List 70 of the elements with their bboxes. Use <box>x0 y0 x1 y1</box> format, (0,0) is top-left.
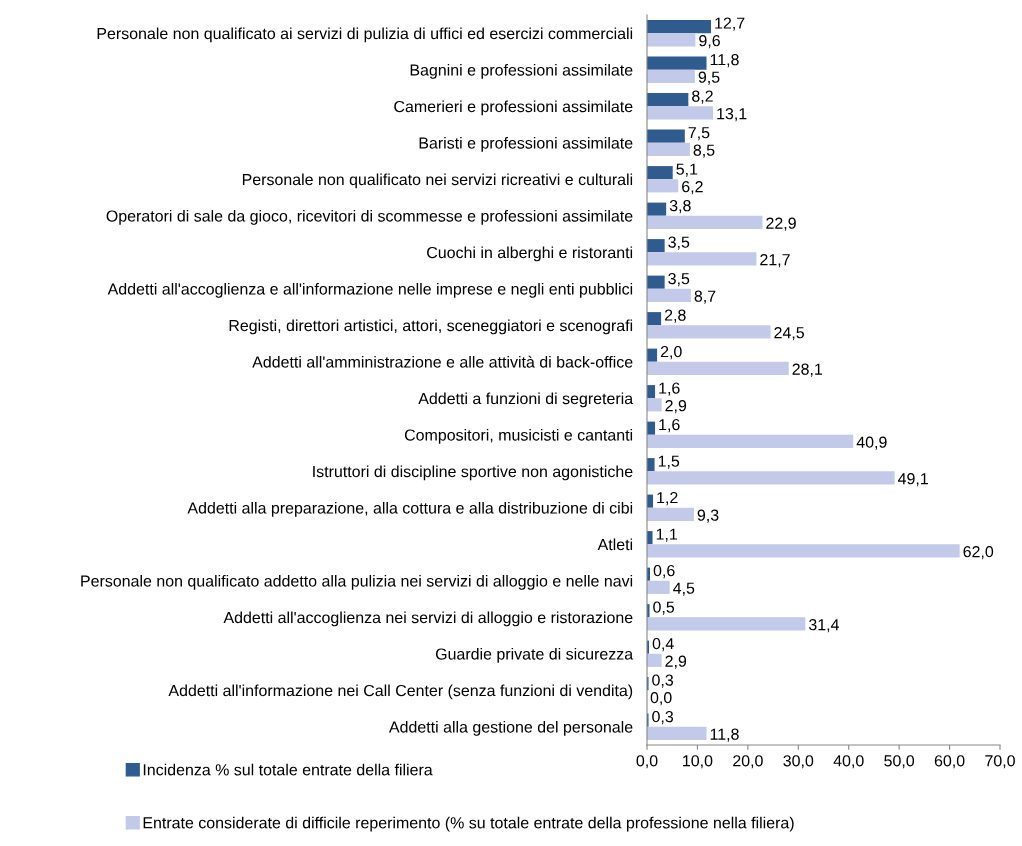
data-label: 11,8 <box>710 53 739 68</box>
data-label: 1,5 <box>658 455 680 469</box>
data-label: 2,9 <box>665 399 687 414</box>
y-tick-label: Cuochi in alberghi e ristoranti <box>427 246 633 262</box>
data-label: 62,0 <box>963 545 994 560</box>
data-label: 1,2 <box>657 491 678 506</box>
data-label: 8,2 <box>692 90 713 104</box>
data-label: 11,8 <box>710 728 739 742</box>
x-tick-label: 30,0 <box>783 755 814 769</box>
y-tick-label: Baristi e professioni assimilate <box>419 136 633 152</box>
y-tick-label: Personale non qualificato ai servizi di pulizia di uffici ed esercizi commerciali <box>97 27 633 43</box>
x-tick-label: 50,0 <box>884 755 915 769</box>
y-tick-label: Addetti alla preparazione, alla cottura e alla distribuzione di cibi <box>187 501 633 517</box>
data-label: 24,5 <box>774 326 804 341</box>
data-label: 0,5 <box>653 601 675 615</box>
data-label: 1,1 <box>656 528 677 542</box>
data-label: 8,7 <box>694 290 716 304</box>
x-tick-label: 40,0 <box>833 755 864 769</box>
data-label: 9,6 <box>699 34 720 49</box>
data-label: 13,1 <box>717 107 747 122</box>
data-label: 40,9 <box>856 436 887 450</box>
y-tick-label: Compositori, musicisti e cantanti <box>404 428 633 444</box>
y-tick-label: Personale non qualificato addetto alla pulizia nei servizi di alloggio e nelle navi <box>81 574 633 590</box>
data-label: 0,3 <box>652 674 674 688</box>
data-label: 7,5 <box>688 127 710 141</box>
data-label: 21,7 <box>760 253 790 268</box>
y-tick-label: Guardie private di sicurezza <box>435 647 634 663</box>
y-tick-label: Addetti all'amministrazione e alle attività di back-office <box>252 355 633 368</box>
y-tick-label: Istruttori di discipline sportive non agonistiche <box>313 465 633 481</box>
data-label: 9,5 <box>698 71 720 85</box>
y-tick-label: Camerieri e professioni assimilate <box>394 100 633 116</box>
data-label: 3,5 <box>668 272 690 287</box>
y-tick-label: Personale non qualificato nei servizi ricreativi e culturali <box>242 173 633 189</box>
data-label: 0,3 <box>652 710 674 725</box>
data-label: 2,8 <box>664 309 686 323</box>
data-label: 1,6 <box>659 382 680 396</box>
x-tick-label: 0,0 <box>636 755 658 769</box>
y-tick-label: Addetti a funzioni di segreteria <box>418 392 634 408</box>
x-tick-label: 70,0 <box>985 755 1015 769</box>
data-label: 2,9 <box>665 655 687 669</box>
data-label: 0,4 <box>652 637 674 652</box>
data-label: 8,5 <box>693 144 715 158</box>
y-tick-label: Addetti all'accoglienza nei servizi di alloggio e ristorazione <box>223 611 633 627</box>
data-label: 5,1 <box>676 163 698 177</box>
x-tick-label: 20,0 <box>733 755 763 769</box>
y-tick-label: Operatori di sale da gioco, ricevitori di scommesse e professioni assimilate <box>106 209 633 225</box>
y-tick-label: Addetti all'accoglienza e all'informazione nelle imprese e negli enti pubblici <box>107 282 633 298</box>
y-tick-label: Bagnini e professioni assimilate <box>410 63 633 79</box>
data-label: 6,2 <box>682 180 703 195</box>
y-tick-label: Atleti <box>597 538 633 551</box>
legend-label: Entrate considerate di difficile reperimento (% su totale entrate della professione nella filiera) <box>143 816 794 832</box>
data-label: 9,3 <box>697 509 719 523</box>
y-tick-label: Addetti all'informazione nei Call Center (senza funzioni di vendita) <box>168 684 633 700</box>
x-tick-label: 10,0 <box>683 755 713 769</box>
data-label: 0,6 <box>653 564 675 579</box>
data-label: 22,9 <box>766 217 796 231</box>
data-label: 1,6 <box>659 418 680 433</box>
y-tick-label: Addetti alla gestione del personale <box>388 720 633 736</box>
data-label: 31,4 <box>808 618 839 633</box>
data-label: 28,1 <box>792 363 823 377</box>
data-label: 49,1 <box>898 472 928 487</box>
legend-label: Incidenza % sul totale entrate della filiera <box>143 763 433 776</box>
data-label: 3,8 <box>669 199 691 214</box>
data-label: 3,5 <box>668 236 690 250</box>
data-label: 12,7 <box>715 17 745 31</box>
data-label: 2,0 <box>660 345 682 360</box>
data-label: 4,5 <box>673 582 695 596</box>
data-label: 0,0 <box>650 691 672 706</box>
x-tick-label: 60,0 <box>934 755 965 769</box>
y-tick-label: Registi, direttori artistici, attori, sceneggiatori e scenografi <box>229 319 633 335</box>
